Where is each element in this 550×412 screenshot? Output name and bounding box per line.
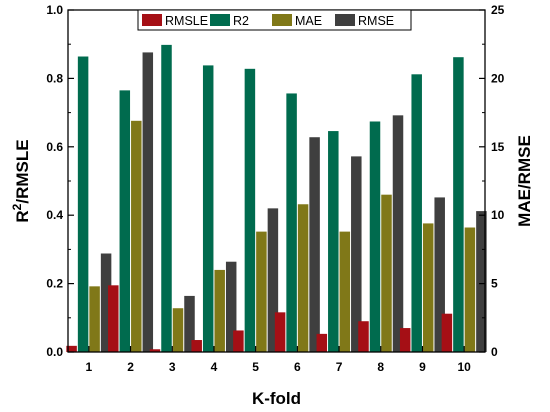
bar-rmsle-fold-2 bbox=[108, 285, 119, 352]
bar-rmse-fold-9 bbox=[434, 197, 445, 352]
bar-rmsle-fold-9 bbox=[399, 328, 411, 352]
bar-mae-fold-4 bbox=[214, 269, 225, 352]
right-tick-label: 0 bbox=[491, 345, 498, 359]
x-axis-title: K-fold bbox=[252, 389, 301, 408]
right-tick-label: 25 bbox=[491, 3, 505, 17]
bar-rmsle-fold-3 bbox=[149, 349, 161, 352]
bar-rmse-fold-7 bbox=[351, 156, 362, 352]
x-tick-label: 2 bbox=[127, 360, 134, 374]
left-tick-label: 0.6 bbox=[46, 140, 63, 154]
right-tick-label: 15 bbox=[491, 140, 505, 154]
bar-r2-fold-5 bbox=[244, 68, 256, 352]
legend-swatch-mae bbox=[272, 14, 292, 26]
left-tick-label: 0.0 bbox=[46, 345, 63, 359]
bar-r2-fold-8 bbox=[369, 121, 381, 353]
x-tick-label: 5 bbox=[252, 360, 259, 374]
bar-r2-fold-1 bbox=[77, 56, 89, 352]
legend-swatch-rmsle bbox=[142, 14, 162, 26]
bar-rmse-fold-6 bbox=[309, 137, 320, 352]
left-tick-label: 1.0 bbox=[46, 3, 63, 17]
bar-rmse-fold-5 bbox=[267, 208, 279, 352]
bar-r2-fold-3 bbox=[161, 44, 172, 352]
bar-mae-fold-3 bbox=[172, 308, 184, 352]
bar-mae-fold-1 bbox=[89, 286, 100, 352]
legend-swatch-rmse bbox=[335, 14, 355, 26]
bar-rmse-fold-10 bbox=[476, 211, 487, 352]
bar-r2-fold-9 bbox=[411, 74, 422, 353]
bar-r2-fold-2 bbox=[119, 90, 131, 353]
bar-rmse-fold-4 bbox=[225, 261, 237, 352]
bars-layer bbox=[66, 44, 487, 353]
bar-rmse-fold-1 bbox=[100, 253, 112, 352]
bar-mae-fold-6 bbox=[297, 204, 309, 352]
bar-mae-fold-5 bbox=[256, 231, 267, 352]
legend-label-rmse: RMSE bbox=[358, 14, 394, 28]
x-tick-label: 4 bbox=[211, 360, 218, 374]
x-tick-label: 10 bbox=[457, 360, 471, 374]
legend: RMSLE R2 MAE RMSE bbox=[137, 9, 412, 31]
legend-label-r2: R2 bbox=[233, 14, 249, 28]
labels-layer: 0.0 0.2 0.4 0.6 0.8 1.0 0 5 10 15 20 25 1 2 3 4 5 6 7 8 9 10 K… bbox=[10, 3, 534, 408]
bar-r2-fold-6 bbox=[286, 93, 297, 352]
bar-rmsle-fold-6 bbox=[274, 312, 286, 352]
right-tick-label: 20 bbox=[491, 71, 505, 85]
right-tick-label: 10 bbox=[491, 208, 505, 222]
x-tick-label: 6 bbox=[294, 360, 301, 374]
legend-label-rmsle: RMSLE bbox=[165, 14, 208, 28]
bar-r2-fold-7 bbox=[328, 131, 339, 352]
x-tick-label: 9 bbox=[419, 360, 426, 374]
x-tick-label: 7 bbox=[336, 360, 343, 374]
left-axis-title: R2/RMSLE bbox=[10, 139, 32, 222]
bar-mae-fold-7 bbox=[339, 231, 351, 352]
left-tick-label: 0.8 bbox=[46, 71, 63, 85]
bar-rmsle-fold-4 bbox=[191, 340, 202, 352]
bar-mae-fold-10 bbox=[464, 227, 476, 352]
bar-rmsle-fold-5 bbox=[233, 330, 244, 352]
bar-mae-fold-8 bbox=[381, 194, 392, 352]
right-axis-title: MAE/RMSE bbox=[515, 135, 534, 227]
right-tick-label: 5 bbox=[491, 277, 498, 291]
bar-rmsle-fold-10 bbox=[441, 313, 453, 352]
bar-rmsle-fold-1 bbox=[66, 345, 77, 352]
bar-mae-fold-9 bbox=[422, 223, 434, 352]
bar-rmse-fold-2 bbox=[142, 52, 154, 352]
left-tick-label: 0.2 bbox=[46, 277, 63, 291]
legend-swatch-r2 bbox=[210, 14, 230, 26]
bar-rmse-fold-3 bbox=[184, 295, 195, 352]
bar-r2-fold-10 bbox=[453, 57, 464, 352]
bar-mae-fold-2 bbox=[131, 120, 142, 352]
bar-rmsle-fold-8 bbox=[358, 321, 369, 352]
x-tick-label: 3 bbox=[169, 360, 176, 374]
bar-rmse-fold-8 bbox=[392, 115, 404, 352]
x-tick-label: 8 bbox=[377, 360, 384, 374]
left-tick-label: 0.4 bbox=[46, 208, 63, 222]
legend-label-mae: MAE bbox=[295, 14, 322, 28]
bar-rmsle-fold-7 bbox=[316, 333, 328, 352]
x-tick-label: 1 bbox=[86, 360, 93, 374]
bar-r2-fold-4 bbox=[202, 65, 214, 353]
